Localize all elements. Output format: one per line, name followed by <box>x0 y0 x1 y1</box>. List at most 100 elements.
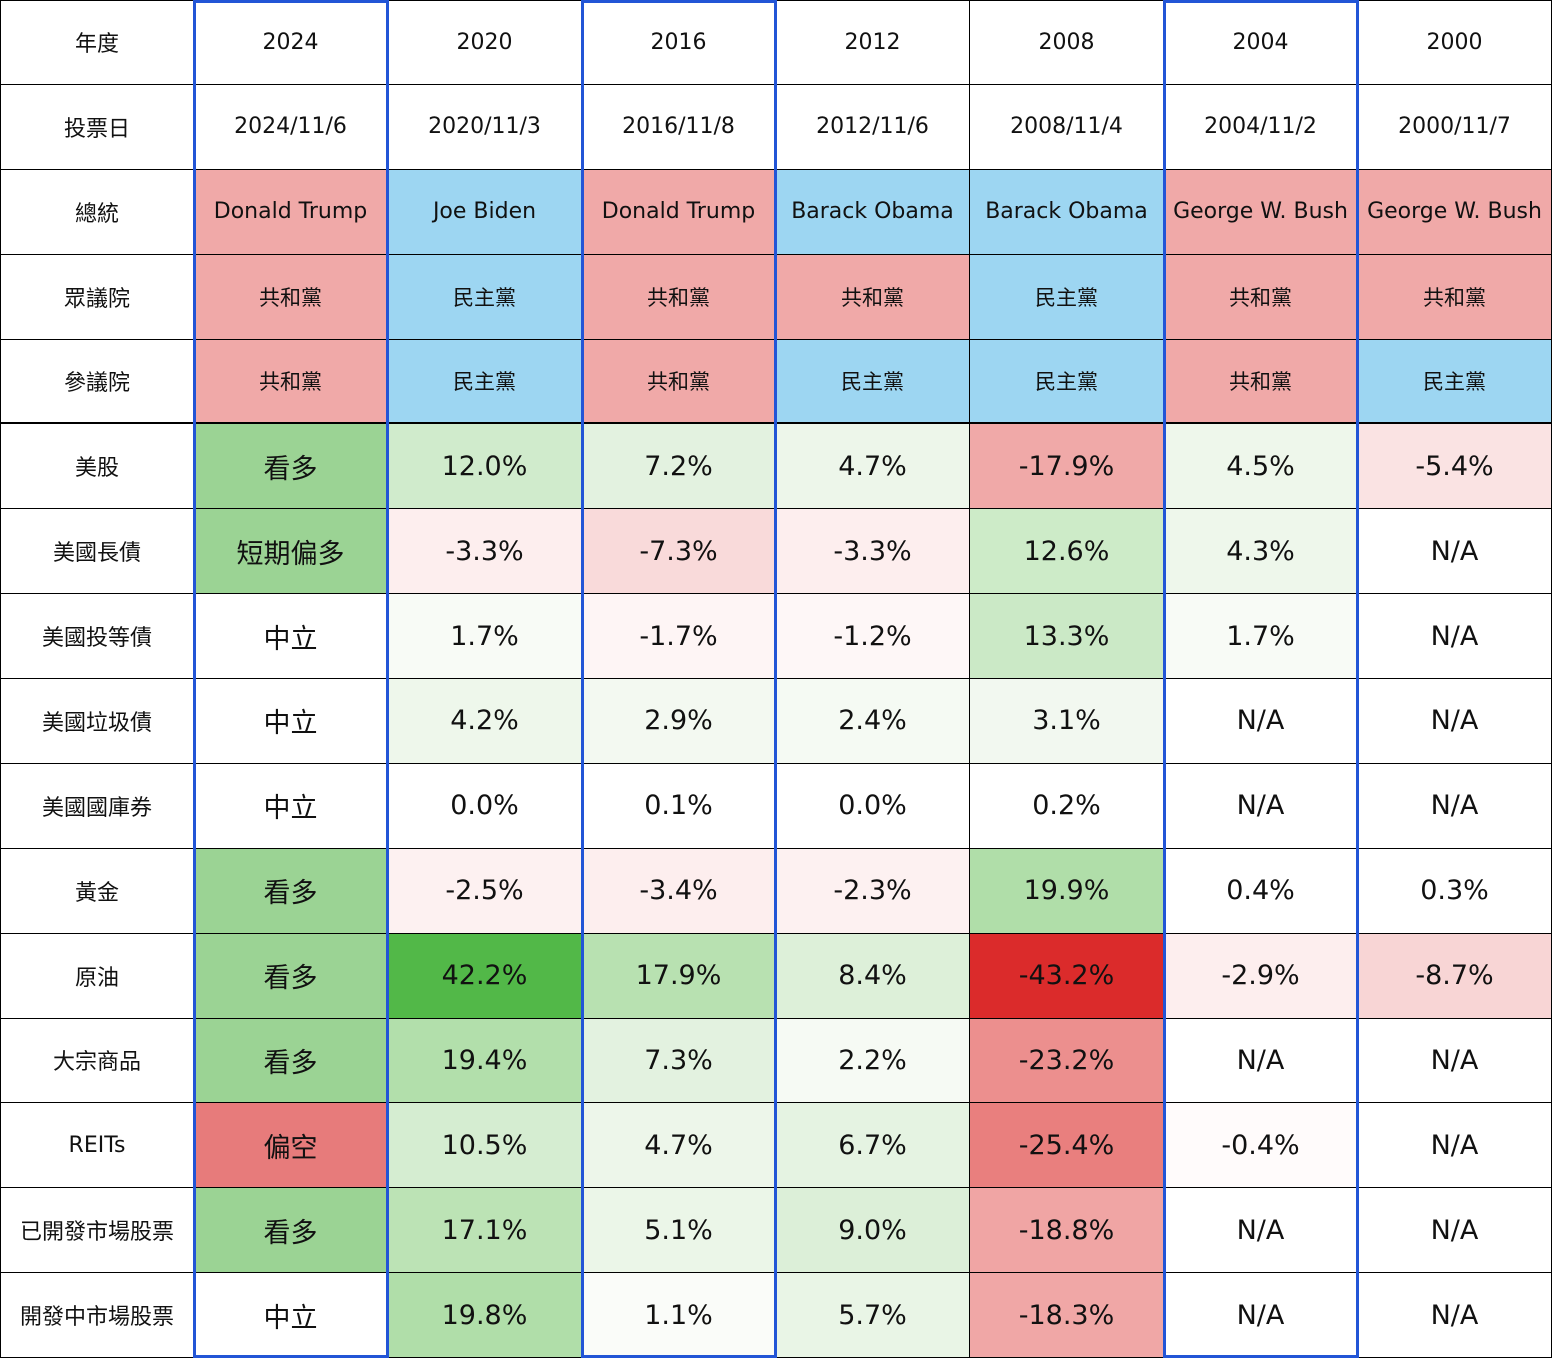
row-label-asset: 美國垃圾債 <box>0 679 194 764</box>
return-cell: 4.7% <box>582 1103 776 1189</box>
return-cell: N/A <box>1358 679 1552 764</box>
senate-cell-2000: 民主黨 <box>1358 339 1552 425</box>
vote-date-cell-2008: 2008/11/4 <box>970 84 1164 170</box>
year-cell-2000: 2000 <box>1358 0 1552 85</box>
year-cell-2012: 2012 <box>776 0 970 85</box>
return-cell: -0.4% <box>1164 1103 1358 1189</box>
return-cell: -23.2% <box>970 1018 1164 1104</box>
return-cell: N/A <box>1164 1188 1358 1274</box>
return-cell: 6.7% <box>776 1103 970 1189</box>
vote-date-cell-2016: 2016/11/8 <box>582 84 776 170</box>
senate-cell-2012: 民主黨 <box>776 339 970 425</box>
return-cell: 13.3% <box>970 594 1164 679</box>
senate-cell-2024: 共和黨 <box>194 339 388 425</box>
return-cell: 0.2% <box>970 763 1164 849</box>
president-cell-2012: Barack Obama <box>776 169 970 255</box>
return-cell: 5.1% <box>582 1188 776 1274</box>
president-cell-2020: Joe Biden <box>388 169 582 255</box>
return-cell: N/A <box>1164 679 1358 764</box>
outlook-cell: 短期偏多 <box>194 509 388 595</box>
return-cell: N/A <box>1358 763 1552 849</box>
row-label-asset: 美股 <box>0 424 194 510</box>
return-cell: 7.3% <box>582 1018 776 1104</box>
return-cell: -17.9% <box>970 424 1164 510</box>
return-cell: 4.5% <box>1164 424 1358 510</box>
return-cell: 1.7% <box>388 594 582 679</box>
year-cell-2024: 2024 <box>194 0 388 85</box>
return-cell: 0.4% <box>1164 848 1358 934</box>
house-cell-2008: 民主黨 <box>970 254 1164 340</box>
return-cell: 5.7% <box>776 1273 970 1358</box>
return-cell: -18.8% <box>970 1188 1164 1274</box>
row-label-asset: 美國國庫券 <box>0 763 194 849</box>
return-cell: -3.3% <box>388 509 582 595</box>
return-cell: -7.3% <box>582 509 776 595</box>
senate-cell-2016: 共和黨 <box>582 339 776 425</box>
return-cell: N/A <box>1358 1103 1552 1189</box>
vote-date-cell-2012: 2012/11/6 <box>776 84 970 170</box>
house-cell-2020: 民主黨 <box>388 254 582 340</box>
return-cell: 12.0% <box>388 424 582 510</box>
outlook-cell: 看多 <box>194 1018 388 1104</box>
return-cell: -8.7% <box>1358 933 1552 1019</box>
return-cell: 2.2% <box>776 1018 970 1104</box>
house-cell-2000: 共和黨 <box>1358 254 1552 340</box>
row-label-asset: 美國投等債 <box>0 594 194 679</box>
row-label-asset: 原油 <box>0 933 194 1019</box>
return-cell: -3.4% <box>582 848 776 934</box>
house-cell-2012: 共和黨 <box>776 254 970 340</box>
row-label-asset: 大宗商品 <box>0 1018 194 1104</box>
return-cell: -2.3% <box>776 848 970 934</box>
return-cell: -3.3% <box>776 509 970 595</box>
outlook-cell: 看多 <box>194 933 388 1019</box>
return-cell: -25.4% <box>970 1103 1164 1189</box>
row-label-asset: 開發中市場股票 <box>0 1273 194 1358</box>
return-cell: 10.5% <box>388 1103 582 1189</box>
row-label-year: 年度 <box>0 0 194 85</box>
return-cell: 2.4% <box>776 679 970 764</box>
return-cell: 0.1% <box>582 763 776 849</box>
row-label-asset: 黃金 <box>0 848 194 934</box>
year-cell-2004: 2004 <box>1164 0 1358 85</box>
outlook-cell: 中立 <box>194 1273 388 1358</box>
row-label-house: 眾議院 <box>0 254 194 340</box>
house-cell-2024: 共和黨 <box>194 254 388 340</box>
house-cell-2004: 共和黨 <box>1164 254 1358 340</box>
return-cell: -18.3% <box>970 1273 1164 1358</box>
return-cell: N/A <box>1358 1188 1552 1274</box>
return-cell: 3.1% <box>970 679 1164 764</box>
row-label-asset: 已開發市場股票 <box>0 1188 194 1274</box>
return-cell: N/A <box>1358 1273 1552 1358</box>
president-cell-2008: Barack Obama <box>970 169 1164 255</box>
president-cell-2000: George W. Bush <box>1358 169 1552 255</box>
return-cell: -5.4% <box>1358 424 1552 510</box>
vote-date-cell-2020: 2020/11/3 <box>388 84 582 170</box>
return-cell: 4.2% <box>388 679 582 764</box>
vote-date-cell-2024: 2024/11/6 <box>194 84 388 170</box>
return-cell: -2.5% <box>388 848 582 934</box>
outlook-cell: 中立 <box>194 679 388 764</box>
return-cell: -1.2% <box>776 594 970 679</box>
return-cell: N/A <box>1358 1018 1552 1104</box>
return-cell: N/A <box>1358 594 1552 679</box>
return-cell: 2.9% <box>582 679 776 764</box>
year-cell-2008: 2008 <box>970 0 1164 85</box>
vote-date-cell-2000: 2000/11/7 <box>1358 84 1552 170</box>
return-cell: 1.7% <box>1164 594 1358 679</box>
senate-cell-2020: 民主黨 <box>388 339 582 425</box>
return-cell: 19.8% <box>388 1273 582 1358</box>
return-cell: N/A <box>1358 509 1552 595</box>
return-cell: 42.2% <box>388 933 582 1019</box>
president-cell-2024: Donald Trump <box>194 169 388 255</box>
return-cell: 0.3% <box>1358 848 1552 934</box>
return-cell: 1.1% <box>582 1273 776 1358</box>
return-cell: 12.6% <box>970 509 1164 595</box>
return-cell: 9.0% <box>776 1188 970 1274</box>
year-cell-2016: 2016 <box>582 0 776 85</box>
return-cell: -2.9% <box>1164 933 1358 1019</box>
row-label-asset: 美國長債 <box>0 509 194 595</box>
outlook-cell: 看多 <box>194 424 388 510</box>
outlook-cell: 中立 <box>194 594 388 679</box>
outlook-cell: 看多 <box>194 848 388 934</box>
